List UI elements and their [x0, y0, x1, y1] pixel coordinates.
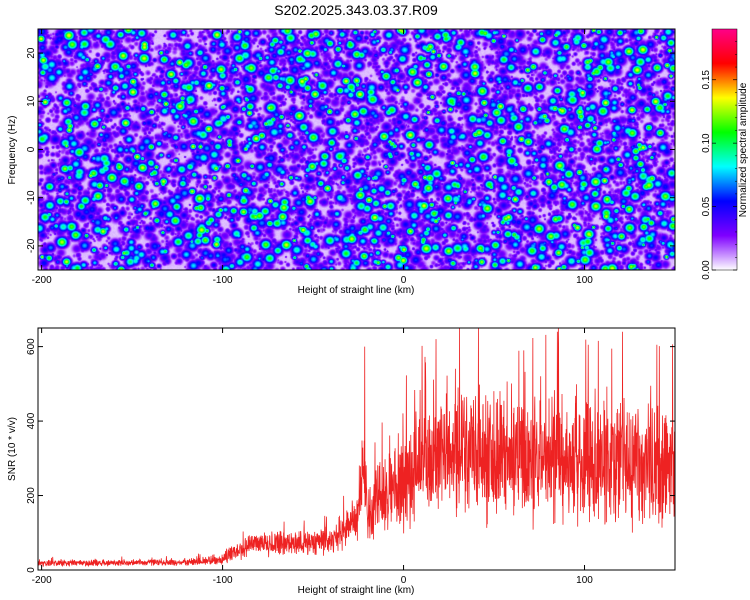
y-tick-label: 20 [26, 47, 37, 59]
heatmap-y-axis-label: Frequency (Hz) [7, 116, 18, 185]
y-tick-label: 200 [26, 487, 37, 504]
heatmap-frame [37, 28, 676, 271]
colorbar-axes: 0.00 0.05 0.10 0.15 Normalized spectral amp… [701, 28, 749, 280]
chart-title: S202.2025.343.03.37.R09 [274, 2, 438, 18]
colorbar-tick-label: 0.05 [701, 196, 712, 216]
colorbar-gradient [712, 29, 737, 270]
heatmap-x-ticks: -200 -100 0 100 [32, 29, 593, 286]
heatmap-x-axis-label: Height of straight line (km) [298, 285, 415, 296]
x-tick-label: 100 [576, 575, 593, 586]
x-tick-label: -200 [32, 575, 52, 586]
x-tick-label: -200 [32, 275, 52, 286]
x-tick-label: -100 [213, 575, 233, 586]
heatmap-y-ticks: -20 -10 0 10 20 [26, 47, 675, 253]
colorbar-label: Normalized spectral amplitude [738, 82, 749, 217]
x-tick-label: -100 [213, 275, 233, 286]
snr-x-axis-label: Height of straight line (km) [298, 585, 415, 596]
y-tick-label: 0 [26, 146, 37, 152]
snr-series-line [37, 327, 676, 568]
y-tick-label: 600 [26, 338, 37, 355]
snr-axes: -200 -100 0 100 0 200 400 600 Height of straig… [7, 327, 676, 596]
colorbar-tick-label: 0.15 [701, 70, 712, 90]
x-tick-label: 0 [401, 575, 407, 586]
x-tick-label: 0 [401, 275, 407, 286]
snr-y-axis-label: SNR (10 * v/v) [7, 417, 18, 481]
colorbar-ticks: 0.00 0.05 0.10 0.15 [701, 41, 737, 280]
snr-y-ticks: 0 200 400 600 [26, 338, 675, 573]
y-tick-label: 0 [26, 567, 37, 573]
snr-frame [37, 327, 676, 571]
snr-x-ticks: -200 -100 0 100 [32, 328, 593, 586]
y-tick-label: -20 [26, 238, 37, 253]
y-tick-label: -10 [26, 190, 37, 205]
colorbar-tick-label: 0.10 [701, 133, 712, 153]
x-tick-label: 100 [576, 275, 593, 286]
colorbar-tick-label: 0.00 [701, 260, 712, 280]
y-tick-label: 10 [26, 95, 37, 107]
y-tick-label: 400 [26, 412, 37, 429]
colorbar-frame [711, 28, 738, 271]
spectrogram-heatmap [38, 29, 675, 270]
